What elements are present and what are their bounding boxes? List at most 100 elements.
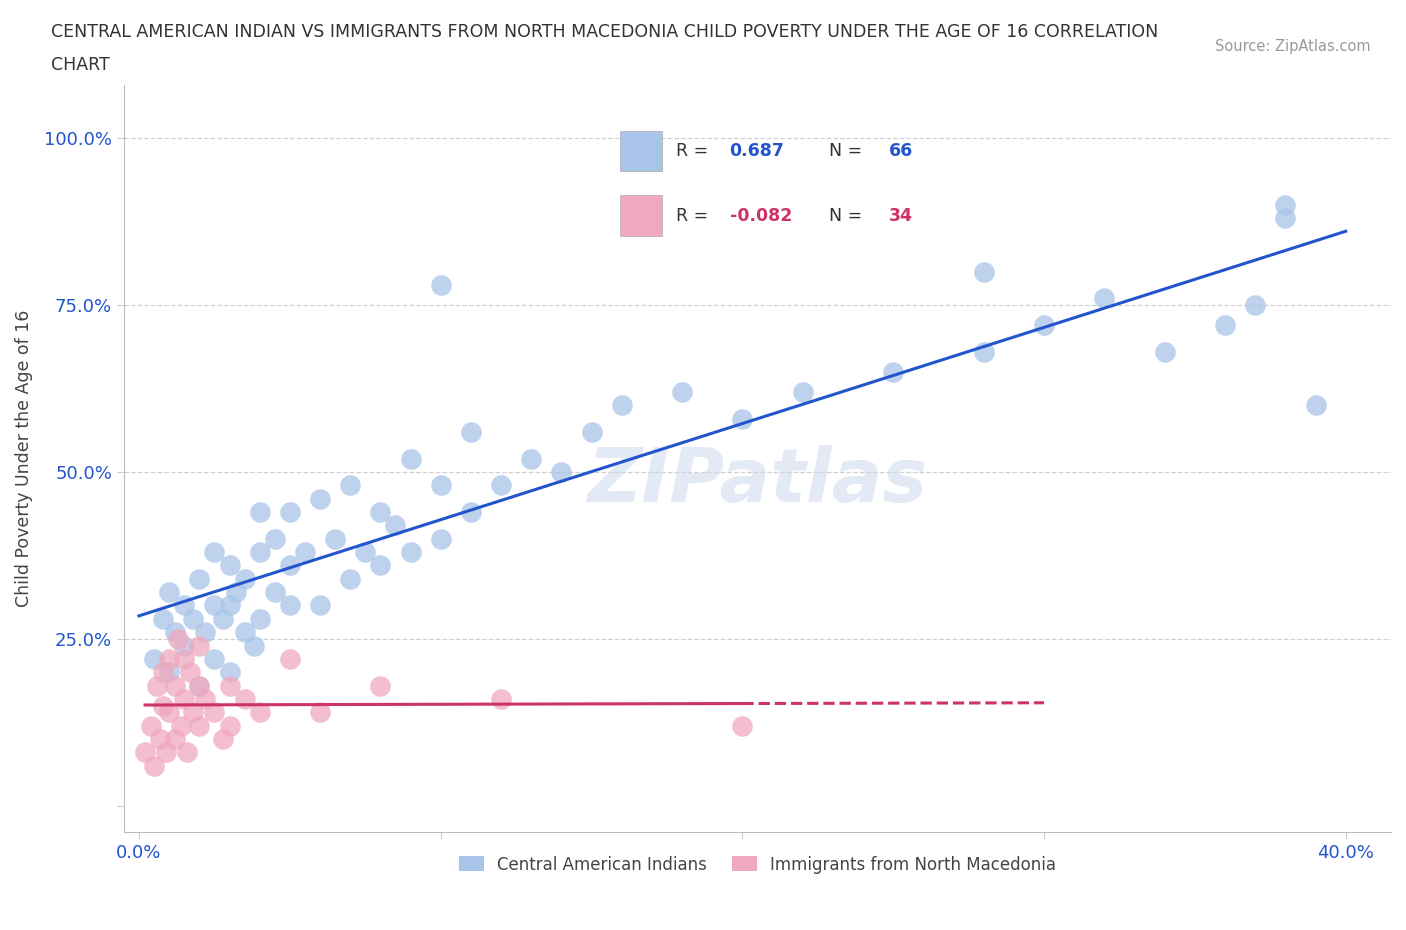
- Point: [179, 665, 201, 680]
- Point: [550, 464, 572, 479]
- Point: [173, 598, 195, 613]
- Point: [218, 558, 240, 573]
- Point: [354, 545, 377, 560]
- Text: ZIPatlas: ZIPatlas: [588, 445, 928, 517]
- Point: [218, 718, 240, 733]
- Point: [212, 611, 235, 626]
- Point: [263, 531, 285, 546]
- Point: [399, 545, 422, 560]
- Point: [249, 545, 271, 560]
- Point: [173, 638, 195, 653]
- Point: [278, 558, 301, 573]
- Point: [1274, 197, 1296, 212]
- Point: [188, 678, 211, 693]
- Point: [242, 638, 264, 653]
- Point: [581, 424, 603, 439]
- Point: [188, 571, 211, 586]
- Point: [233, 571, 256, 586]
- Point: [176, 745, 198, 760]
- Point: [278, 598, 301, 613]
- Point: [278, 651, 301, 666]
- Point: [181, 705, 204, 720]
- Point: [170, 718, 193, 733]
- Point: [181, 611, 204, 626]
- Point: [309, 705, 332, 720]
- Y-axis label: Child Poverty Under the Age of 16: Child Poverty Under the Age of 16: [15, 310, 32, 607]
- Point: [1213, 318, 1236, 333]
- Point: [218, 678, 240, 693]
- Point: [249, 505, 271, 520]
- Point: [731, 411, 754, 426]
- Point: [973, 264, 995, 279]
- Point: [143, 758, 166, 773]
- Point: [429, 277, 451, 292]
- Point: [339, 478, 361, 493]
- Point: [204, 545, 226, 560]
- Point: [173, 692, 195, 707]
- Point: [1305, 398, 1327, 413]
- Point: [429, 531, 451, 546]
- Point: [188, 638, 211, 653]
- Point: [165, 625, 187, 640]
- Point: [882, 365, 904, 379]
- Text: CENTRAL AMERICAN INDIAN VS IMMIGRANTS FROM NORTH MACEDONIA CHILD POVERTY UNDER T: CENTRAL AMERICAN INDIAN VS IMMIGRANTS FR…: [51, 23, 1159, 41]
- Point: [1274, 211, 1296, 226]
- Point: [152, 665, 174, 680]
- Point: [139, 718, 162, 733]
- Point: [188, 678, 211, 693]
- Point: [520, 451, 543, 466]
- Point: [157, 651, 180, 666]
- Point: [212, 732, 235, 747]
- Point: [204, 651, 226, 666]
- Point: [204, 705, 226, 720]
- Point: [294, 545, 316, 560]
- Point: [1092, 291, 1115, 306]
- Point: [233, 692, 256, 707]
- Text: CHART: CHART: [51, 56, 110, 73]
- Point: [792, 384, 814, 399]
- Point: [165, 732, 187, 747]
- Point: [173, 651, 195, 666]
- Point: [157, 665, 180, 680]
- Point: [339, 571, 361, 586]
- Point: [165, 678, 187, 693]
- Point: [263, 585, 285, 600]
- Point: [1153, 344, 1175, 359]
- Point: [225, 585, 247, 600]
- Point: [323, 531, 346, 546]
- Point: [278, 505, 301, 520]
- Point: [671, 384, 693, 399]
- Point: [194, 625, 217, 640]
- Point: [134, 745, 156, 760]
- Point: [489, 478, 512, 493]
- Point: [460, 505, 482, 520]
- Point: [249, 705, 271, 720]
- Point: [1033, 318, 1056, 333]
- Point: [204, 598, 226, 613]
- Point: [460, 424, 482, 439]
- Point: [218, 598, 240, 613]
- Point: [973, 344, 995, 359]
- Point: [249, 611, 271, 626]
- Point: [610, 398, 633, 413]
- Legend: Central American Indians, Immigrants from North Macedonia: Central American Indians, Immigrants fro…: [451, 849, 1063, 880]
- Point: [188, 718, 211, 733]
- Point: [370, 678, 392, 693]
- Point: [309, 491, 332, 506]
- Point: [370, 505, 392, 520]
- Point: [489, 692, 512, 707]
- Point: [167, 631, 190, 646]
- Point: [218, 665, 240, 680]
- Point: [149, 732, 172, 747]
- Point: [155, 745, 177, 760]
- Point: [399, 451, 422, 466]
- Point: [1244, 298, 1267, 312]
- Point: [194, 692, 217, 707]
- Point: [152, 698, 174, 713]
- Point: [309, 598, 332, 613]
- Point: [152, 611, 174, 626]
- Point: [146, 678, 169, 693]
- Point: [370, 558, 392, 573]
- Point: [143, 651, 166, 666]
- Point: [157, 585, 180, 600]
